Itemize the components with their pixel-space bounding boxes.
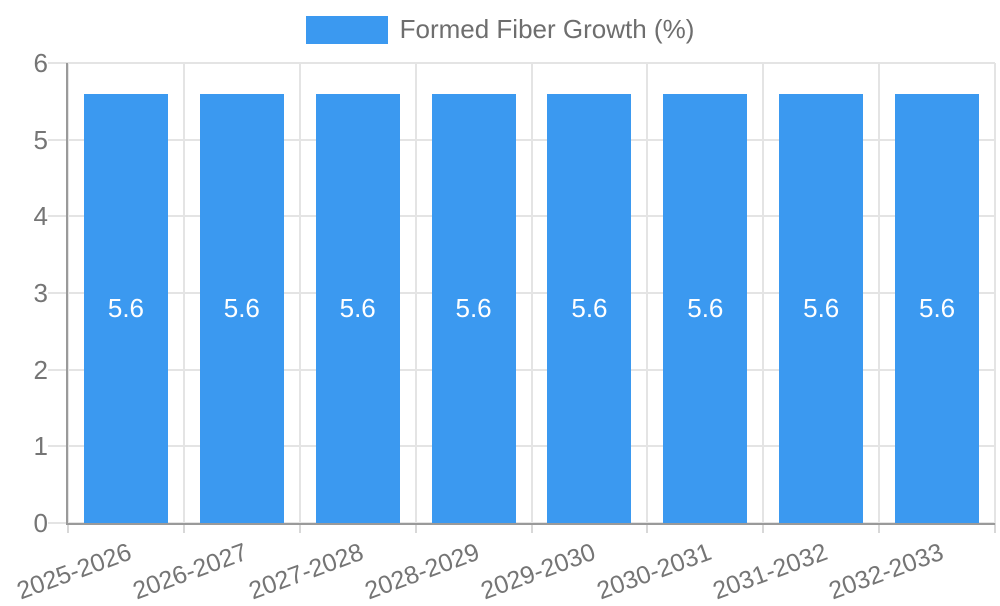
x-tick-mark [298,523,301,533]
x-tick-mark [67,523,69,533]
x-tick-label: 2029-2030 [477,538,600,606]
x-gridline [646,63,649,523]
bar-value-label: 5.6 [571,293,608,324]
x-tick-label: 2025-2026 [13,538,136,606]
y-gridline [48,445,995,448]
x-tick-label: 2027-2028 [245,538,368,606]
x-tick-label: 2032-2033 [824,538,947,606]
x-gridline [414,63,417,523]
y-tick-label: 2 [33,354,48,385]
bar[interactable] [547,93,632,523]
x-gridline [994,63,996,523]
y-axis-line [66,63,68,525]
bar-value-label: 5.6 [223,293,260,324]
y-gridline [48,215,995,218]
x-tick-mark [182,523,185,533]
bar-value-label: 5.6 [803,293,840,324]
bar-value-label: 5.6 [687,293,724,324]
bar-value-label: 5.6 [339,293,376,324]
y-tick-label: 6 [33,48,48,78]
y-tick-label: 0 [33,508,48,538]
x-gridline [182,63,185,523]
x-gridline [530,63,533,523]
y-tick-label: 5 [33,124,48,155]
x-gridline [762,63,765,523]
y-gridline [48,292,995,294]
bar-value-label: 5.6 [455,293,492,324]
bar-value-label: 5.6 [107,293,145,324]
x-tick-mark [762,523,765,533]
bar-value-label: 5.6 [918,293,956,324]
bar[interactable] [83,93,168,523]
x-tick-label: 2031-2032 [708,538,831,606]
legend-swatch-icon [305,15,388,44]
y-tick-label: 4 [33,201,48,232]
x-tick-mark [646,523,649,533]
y-gridline [48,62,995,64]
x-tick-label: 2026-2027 [129,538,252,606]
bar[interactable] [895,93,979,523]
y-tick-label: 3 [33,278,48,308]
plot-area: 0 1 2 3 4 5 6 5.6 2025-2026 5.6 2026-2027 5.6 2027-2… [14,48,996,605]
x-tick-mark [994,523,996,533]
bar[interactable] [199,93,284,523]
x-tick-mark [878,523,881,533]
y-gridline [48,368,995,371]
x-gridline [298,63,301,523]
legend[interactable]: Formed Fiber Growth (%) [0,14,1000,45]
x-tick-mark [530,523,533,533]
x-tick-mark [414,523,417,533]
legend-label: Formed Fiber Growth (%) [399,14,695,44]
x-gridline [878,63,881,523]
bar[interactable] [779,93,864,523]
bar[interactable] [663,93,748,523]
x-axis-line [66,523,995,525]
x-gridline [67,63,69,523]
y-gridline [48,138,995,141]
y-tick-label: 1 [33,431,48,462]
bar[interactable] [431,93,516,523]
x-tick-label: 2030-2031 [592,538,715,606]
x-tick-label: 2028-2029 [361,538,484,606]
bar[interactable] [315,93,400,523]
